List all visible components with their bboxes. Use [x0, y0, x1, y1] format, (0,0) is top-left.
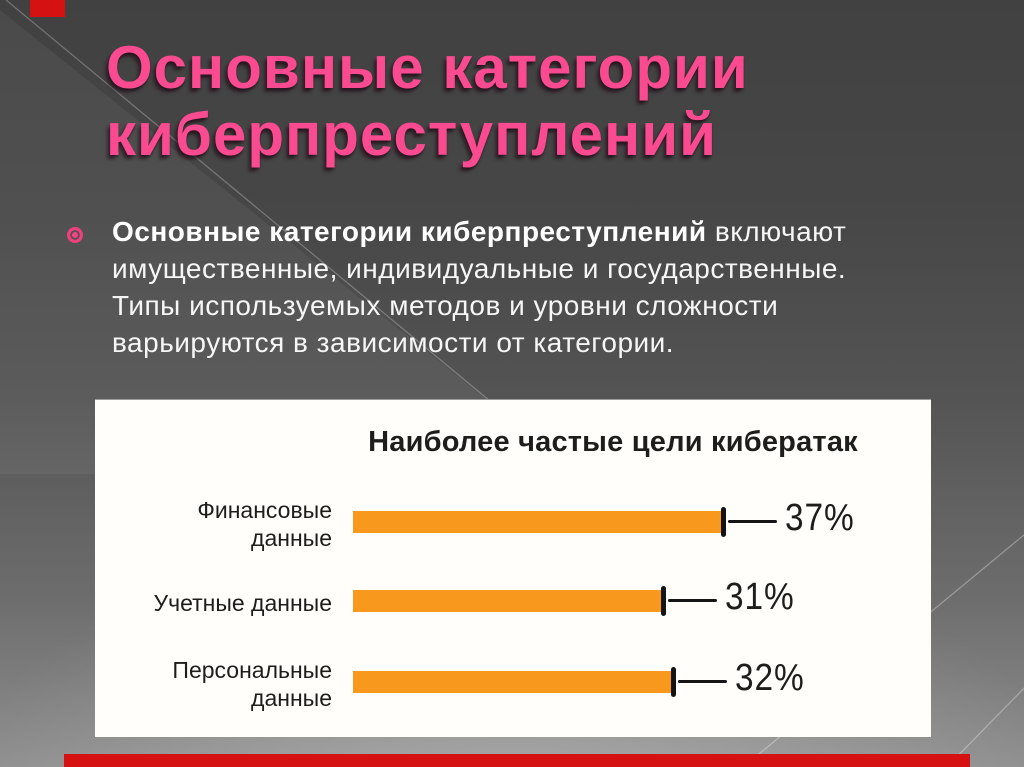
- body-line: варьируются в зависимости от категории.: [112, 324, 846, 361]
- red-accent-bottom-bar: [64, 754, 970, 767]
- bar-end-marker: [661, 586, 666, 616]
- bar-value-label: 37%: [785, 497, 855, 539]
- red-accent-top-left-block: [30, 0, 65, 17]
- callout-line: [668, 599, 717, 602]
- chart-row: Персональные данные 32%: [95, 400, 931, 737]
- bullet-marker-icon: [67, 227, 83, 243]
- body-line: имущественные, индивидуальные и государс…: [112, 250, 846, 287]
- bar-value-label: 32%: [735, 657, 805, 699]
- chart-plot-area: Финансовые данные 37% Учетные данные 31% Перс…: [95, 400, 931, 737]
- body-line-text: Типы используемых методов и уровни сложн…: [112, 290, 779, 321]
- body-line-bold: Основные категории киберпреступлений: [112, 216, 707, 247]
- body-line: Основные категории киберпреступлений вкл…: [112, 213, 846, 250]
- slide-title: Основные категории киберпреступлений: [106, 34, 749, 168]
- body-line-text: включают: [706, 216, 847, 247]
- chart-panel: Наиболее частые цели кибератак Финансовы…: [95, 399, 931, 737]
- bar-value-label: 31%: [725, 576, 795, 618]
- bar-end-marker: [721, 507, 726, 537]
- bar-category-label: Финансовые данные: [197, 497, 332, 551]
- body-line-text: варьируются в зависимости от категории.: [112, 327, 675, 358]
- body-line-text: имущественные, индивидуальные и государс…: [112, 253, 847, 284]
- chart-row: Финансовые данные 37%: [95, 400, 931, 737]
- body-line: Типы используемых методов и уровни сложн…: [112, 287, 846, 324]
- bar-end-marker: [671, 667, 676, 697]
- bar: [353, 511, 723, 533]
- bar: [353, 671, 673, 693]
- bar: [353, 590, 663, 612]
- slide-title-line1: Основные категории: [106, 34, 749, 101]
- chart-title: Наиболее частые цели кибератак: [368, 426, 858, 458]
- bar-category-label: Персональные данные: [172, 657, 332, 711]
- slide-title-line2: киберпреступлений: [106, 101, 718, 168]
- chart-row: Учетные данные 31%: [95, 400, 931, 737]
- bar-category-label: Учетные данные: [153, 590, 332, 616]
- callout-line: [678, 680, 727, 683]
- callout-line: [728, 520, 777, 523]
- body-paragraph: Основные категории киберпреступлений вкл…: [112, 213, 846, 361]
